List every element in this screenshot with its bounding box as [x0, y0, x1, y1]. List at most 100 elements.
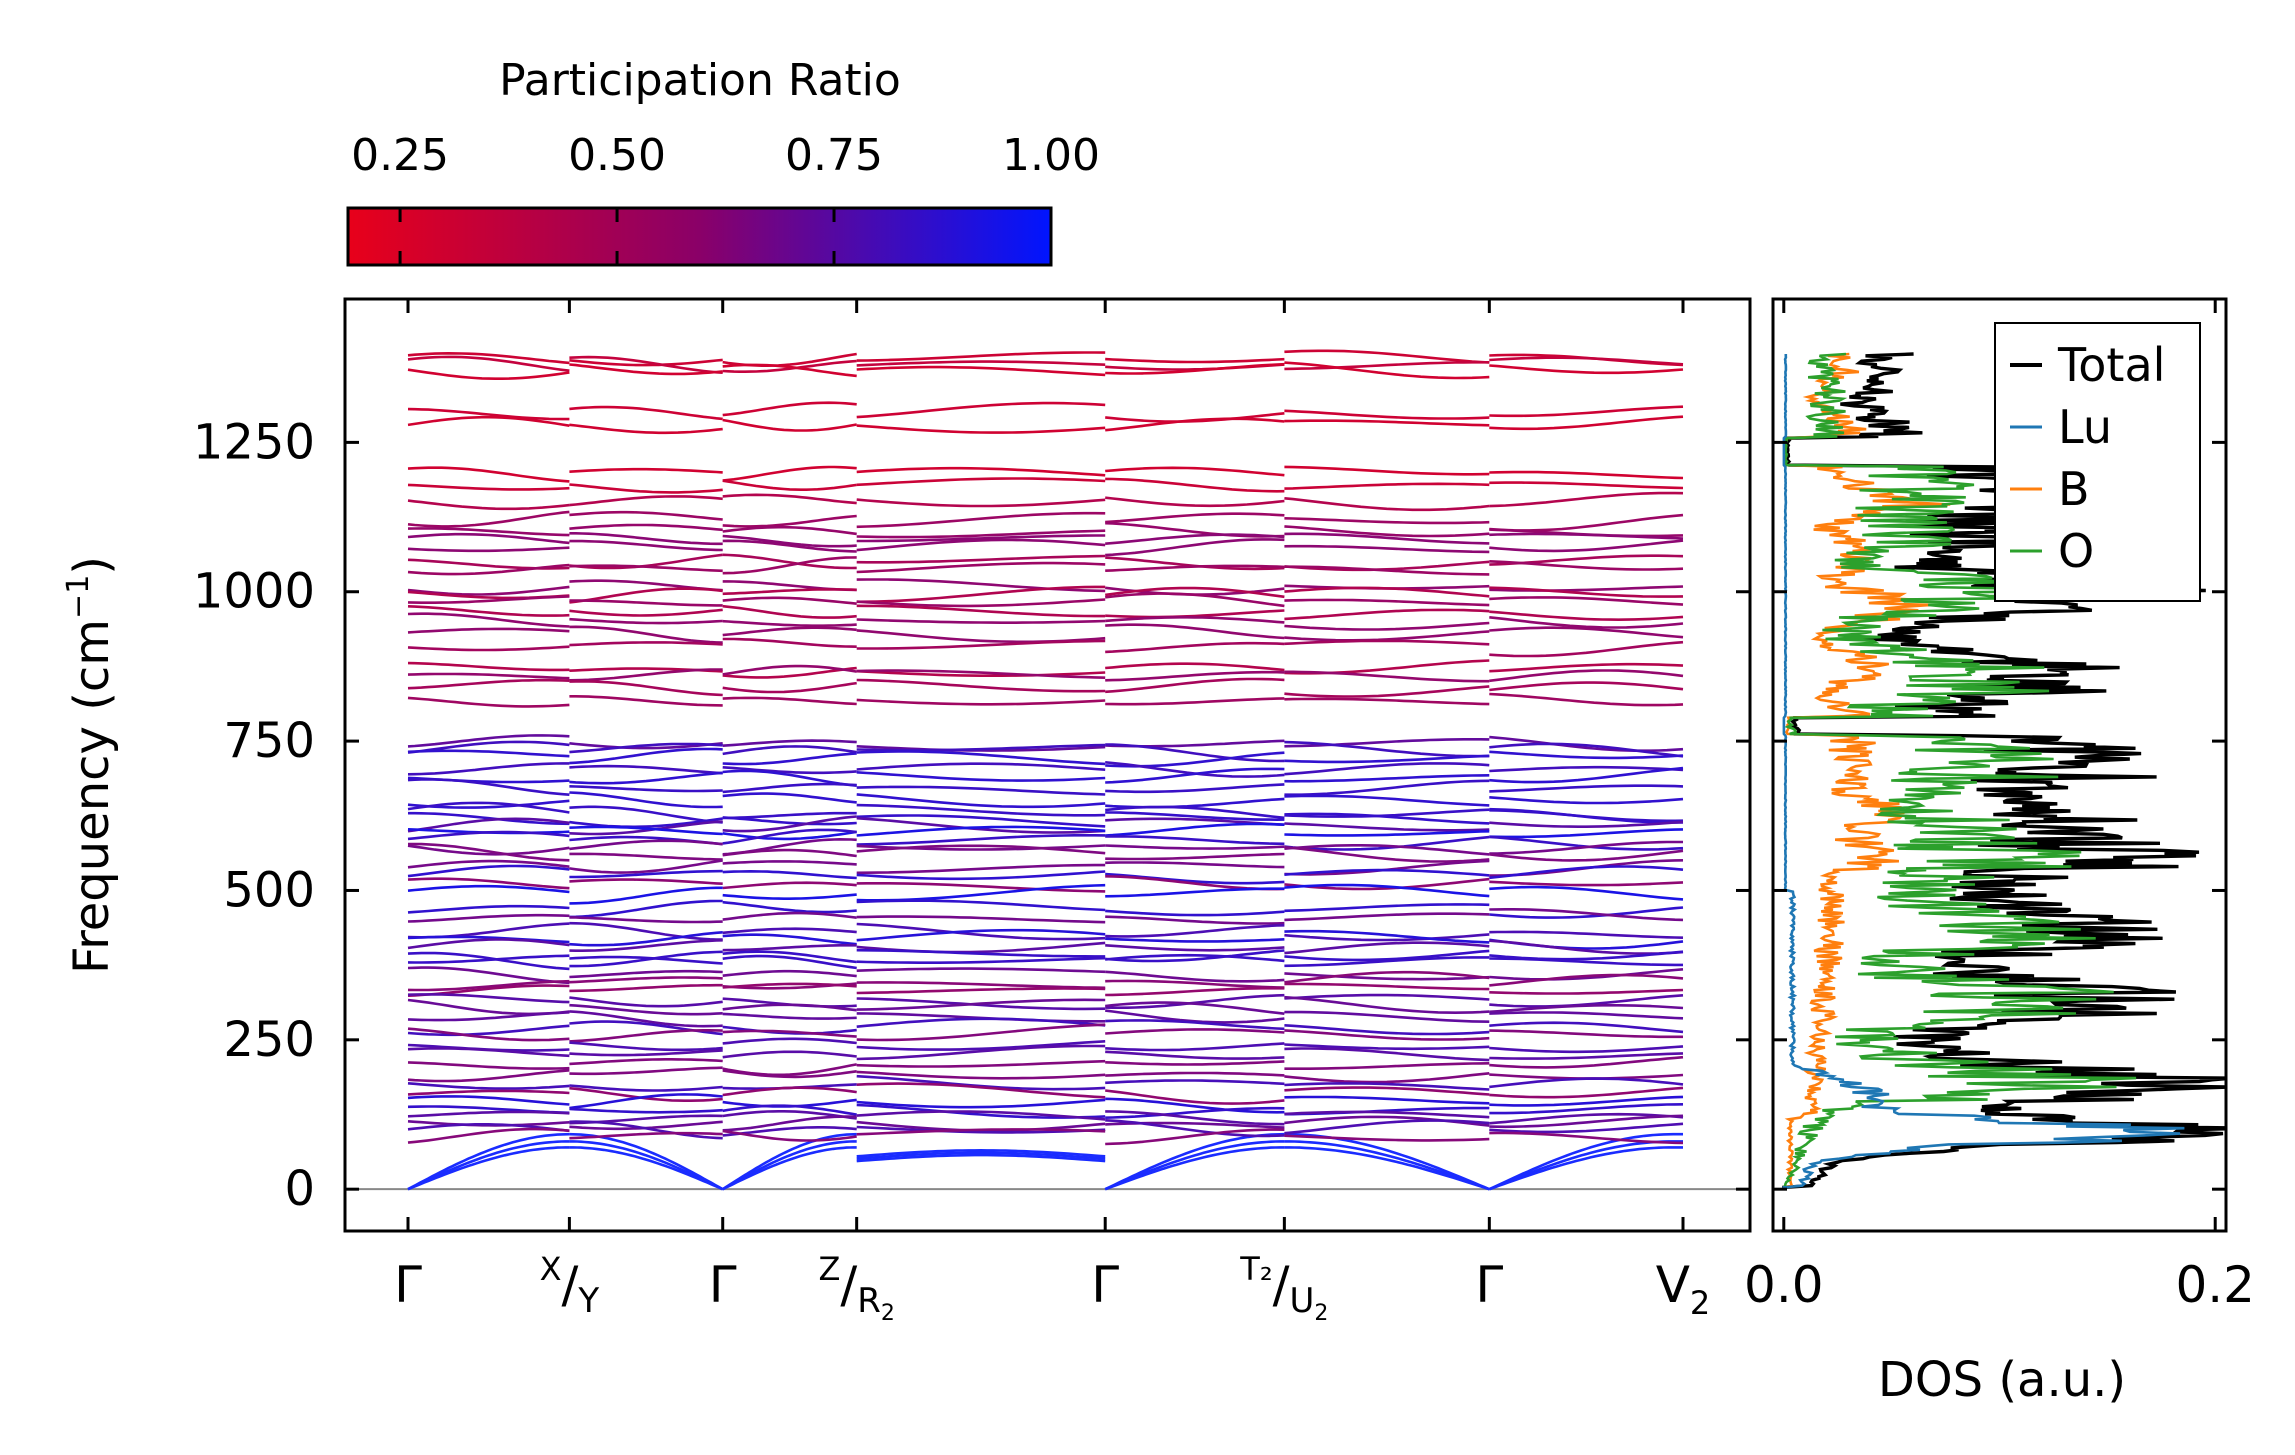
optical-band	[1105, 1042, 1285, 1052]
optical-band	[1489, 1011, 1684, 1020]
optical-band	[722, 664, 857, 676]
optical-band	[1105, 805, 1285, 820]
optical-band	[1284, 941, 1490, 955]
optical-band	[1105, 662, 1285, 672]
optical-band	[407, 627, 570, 634]
optical-band	[1489, 1122, 1684, 1134]
optical-band	[407, 605, 570, 617]
optical-band	[722, 766, 857, 775]
optical-band	[722, 401, 857, 417]
optical-band	[407, 922, 570, 939]
optical-band	[1284, 877, 1490, 891]
optical-band	[407, 510, 570, 528]
optical-band	[1105, 852, 1285, 861]
optical-band	[1105, 993, 1285, 1009]
optical-band	[1284, 883, 1490, 898]
optical-band	[569, 532, 723, 546]
optical-band	[856, 1040, 1106, 1051]
optical-band	[722, 745, 857, 756]
optical-band	[1489, 585, 1684, 592]
optical-band	[407, 407, 570, 421]
acoustic-branch	[856, 1151, 1106, 1160]
svg-text:Frequency (cm−1): Frequency (cm−1)	[61, 556, 120, 974]
optical-band	[407, 1047, 570, 1058]
optical-band	[569, 1120, 723, 1140]
optical-band	[569, 1131, 723, 1140]
dos-panel: 0.0 0.2 DOS (a.u.) Total Lu BO	[1744, 297, 2255, 1408]
optical-band	[1105, 616, 1285, 624]
dos-x-label: DOS (a.u.)	[1878, 1352, 2126, 1408]
optical-band	[722, 1029, 857, 1038]
optical-band	[1489, 930, 1684, 939]
optical-band	[856, 844, 1106, 855]
optical-band	[722, 944, 857, 952]
optical-band	[407, 532, 570, 545]
dos-x-tick-label: 0.0	[1744, 1256, 1824, 1314]
optical-band	[569, 608, 723, 617]
optical-band	[407, 877, 570, 890]
optical-band	[856, 998, 1106, 1011]
y-tick-label: 1250	[193, 414, 315, 470]
colorbar-tick-label: 0.50	[568, 130, 666, 181]
optical-band	[856, 639, 1106, 650]
optical-band	[408, 811, 570, 826]
optical-band	[722, 900, 857, 914]
optical-band	[722, 534, 857, 548]
colorbar-tick-label: 0.25	[351, 130, 449, 181]
optical-band	[569, 859, 723, 874]
kpoint-label: T₂/U2	[1239, 1250, 1328, 1326]
optical-band	[1284, 794, 1490, 807]
optical-band	[1489, 364, 1684, 375]
kpoint-label: Γ	[394, 1256, 422, 1314]
optical-band	[856, 669, 1106, 677]
optical-band	[1489, 865, 1684, 880]
dos-series-b	[1782, 352, 1951, 1190]
optical-band	[856, 785, 1106, 796]
optical-band	[1105, 783, 1285, 794]
optical-band	[407, 661, 570, 672]
optical-band	[569, 955, 723, 965]
optical-band	[407, 612, 570, 628]
optical-band	[569, 1086, 723, 1102]
optical-band	[569, 817, 723, 829]
optical-band	[1284, 779, 1490, 796]
optical-band	[407, 368, 570, 380]
optical-band	[569, 617, 723, 625]
optical-band	[1284, 517, 1490, 525]
optical-band	[1284, 630, 1490, 642]
acoustic-branch	[721, 1132, 857, 1191]
optical-band	[722, 782, 857, 794]
optical-band	[856, 561, 1106, 574]
optical-band	[569, 358, 723, 367]
optical-band	[407, 672, 570, 680]
optical-band	[407, 801, 570, 814]
optical-band	[856, 948, 1106, 958]
y-tick-label: 500	[223, 862, 315, 918]
optical-band	[722, 479, 857, 491]
optical-band	[856, 698, 1106, 706]
optical-band	[569, 916, 723, 924]
acoustic-branch	[407, 1140, 570, 1191]
optical-band	[722, 933, 857, 946]
optical-band	[569, 939, 723, 952]
optical-band	[1284, 608, 1490, 621]
optical-band	[1105, 609, 1285, 619]
optical-band	[722, 1050, 857, 1059]
optical-band	[1489, 765, 1684, 773]
optical-band	[856, 629, 1106, 644]
optical-band	[1489, 470, 1684, 480]
optical-band	[1489, 662, 1684, 673]
optical-band	[1489, 405, 1684, 418]
optical-band	[1489, 906, 1684, 919]
optical-band	[1284, 1110, 1490, 1119]
optical-band	[1489, 784, 1684, 793]
optical-band	[1489, 1131, 1684, 1145]
optical-band	[569, 852, 723, 861]
optical-band	[722, 893, 857, 900]
colorbar-tick-label: 0.75	[785, 130, 883, 181]
optical-band	[407, 884, 570, 894]
optical-band	[1489, 560, 1684, 571]
optical-band	[1105, 1097, 1285, 1114]
optical-band	[1284, 586, 1490, 598]
